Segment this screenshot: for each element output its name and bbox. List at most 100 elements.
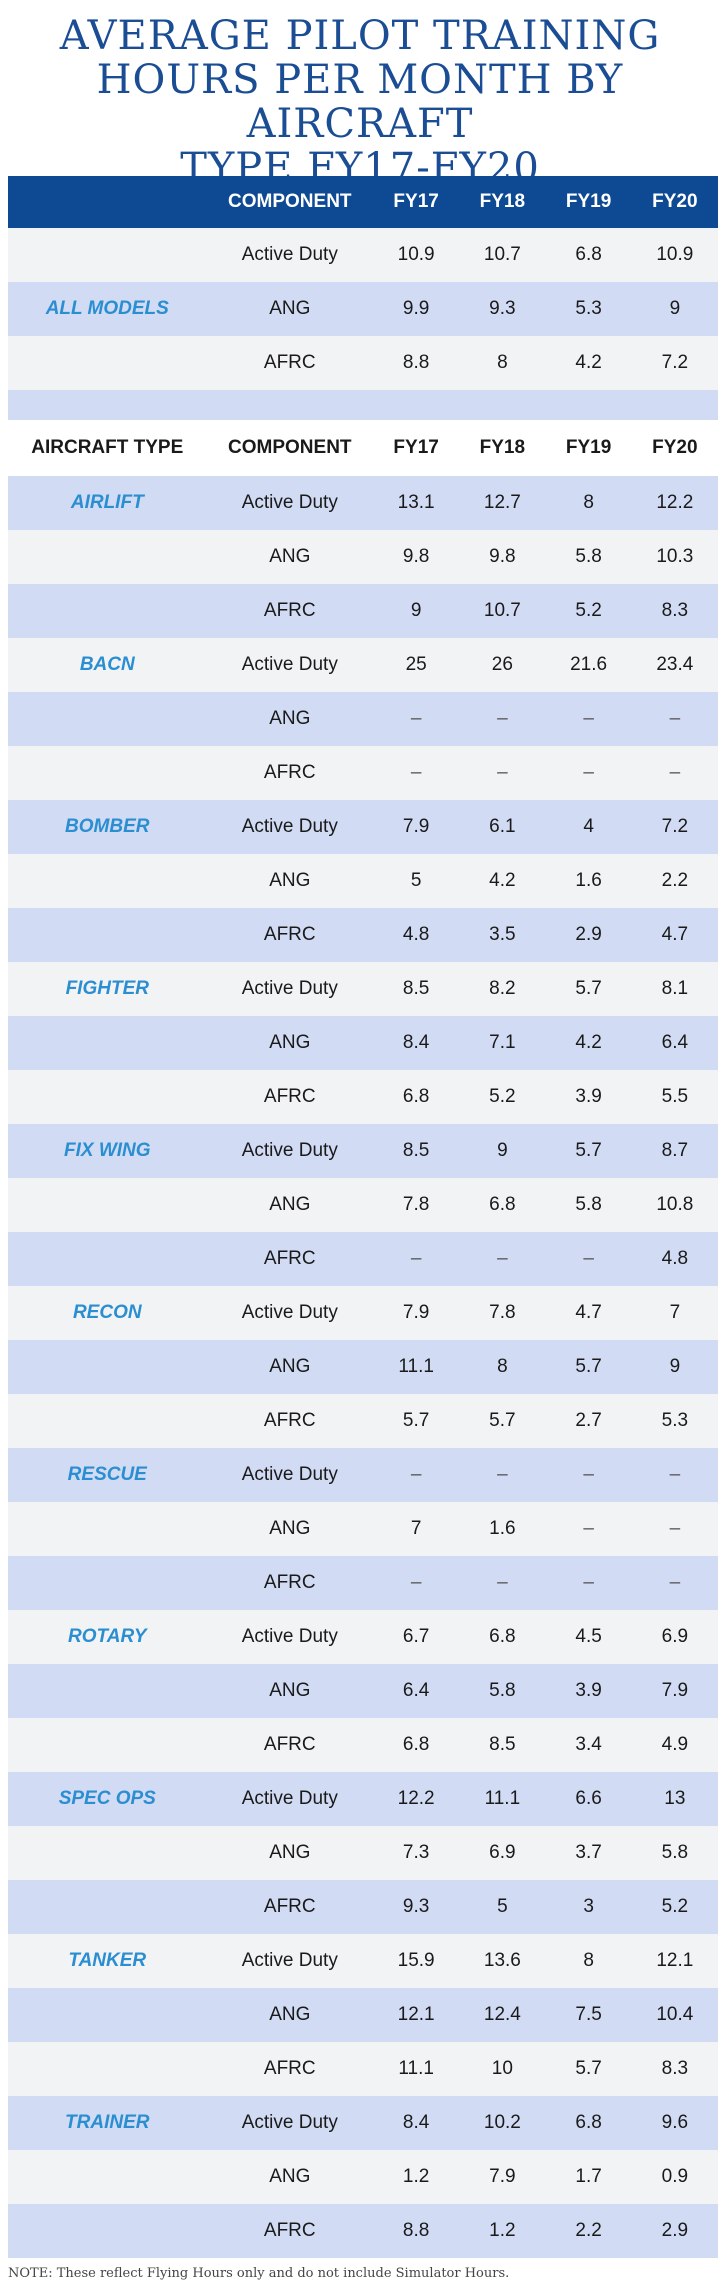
value-cell-fy20: 12.1 [631,1934,718,1988]
value-cell-fy20: 5.5 [631,1070,718,1124]
value-cell-fy19: 2.2 [545,2204,632,2258]
component-cell: Active Duty [206,1448,374,1502]
value-cell-fy17: 8.8 [373,2204,460,2258]
component-cell: ANG [206,1826,374,1880]
aircraft-type-cell [8,1556,207,1610]
component-cell: AFRC [206,584,374,638]
component-cell: ANG [206,1178,374,1232]
component-cell: AFRC [206,336,374,390]
value-cell-fy18: 10.7 [459,584,546,638]
value-cell-fy20: 7.2 [631,336,718,390]
value-cell-fy18: 1.6 [459,1502,546,1556]
value-cell-fy20: 7.2 [631,800,718,854]
value-cell-fy19: 4.7 [545,1286,632,1340]
aircraft-type-cell [8,228,207,282]
value-cell-fy18: – [459,1448,546,1502]
value-cell-fy18: – [459,1232,546,1286]
detail-row: ANG – – – – [8,692,718,746]
value-cell-fy19: 3.4 [545,1718,632,1772]
value-cell-fy19: 6.8 [545,2096,632,2150]
component-cell: Active Duty [206,1772,374,1826]
value-cell-fy17: 6.8 [373,1718,460,1772]
value-cell-fy19: 6.8 [545,228,632,282]
component-cell: AFRC [206,1718,374,1772]
value-cell-fy17: 7 [373,1502,460,1556]
value-cell-fy18: 8 [459,1340,546,1394]
component-cell: Active Duty [206,476,374,530]
aircraft-type-cell [8,584,207,638]
component-cell: Active Duty [206,2096,374,2150]
value-cell-fy20: 2.9 [631,2204,718,2258]
value-cell-fy19: – [545,746,632,800]
aircraft-type-cell [8,1718,207,1772]
value-cell-fy17: 6.8 [373,1070,460,1124]
value-cell-fy18: 10.7 [459,228,546,282]
value-cell-fy18: 7.9 [459,2150,546,2204]
detail-row: AFRC 4.8 3.5 2.9 4.7 [8,908,718,962]
value-cell-fy18: 5 [459,1880,546,1934]
detail-row: ANG 9.8 9.8 5.8 10.3 [8,530,718,584]
value-cell-fy19: 2.7 [545,1394,632,1448]
header-cell-component: COMPONENT [206,176,374,228]
value-cell-fy17: – [373,692,460,746]
value-cell-fy17: 9.9 [373,282,460,336]
value-cell-fy19: – [545,1448,632,1502]
value-cell-fy20: 6.9 [631,1610,718,1664]
detail-header-cell-fy17: FY17 [373,420,460,476]
detail-row: ANG 1.2 7.9 1.7 0.9 [8,2150,718,2204]
value-cell-fy19: 4.2 [545,336,632,390]
aircraft-type-cell [8,1988,207,2042]
aircraft-type-cell: FIGHTER [8,962,207,1016]
detail-row: AFRC 11.1 10 5.7 8.3 [8,2042,718,2096]
summary-row: AFRC 8.8 8 4.2 7.2 [8,336,718,390]
value-cell-fy20: – [631,1556,718,1610]
aircraft-type-cell [8,1502,207,1556]
value-cell-fy18: 13.6 [459,1934,546,1988]
value-cell-fy18: 10.2 [459,2096,546,2150]
value-cell-fy20: 10.8 [631,1178,718,1232]
detail-row: BACN Active Duty 25 26 21.6 23.4 [8,638,718,692]
detail-header-cell-component: COMPONENT [206,420,374,476]
value-cell-fy20: 10.3 [631,530,718,584]
detail-row: ANG 7.3 6.9 3.7 5.8 [8,1826,718,1880]
aircraft-type-cell [8,1178,207,1232]
value-cell-fy20: 23.4 [631,638,718,692]
value-cell-fy17: – [373,1232,460,1286]
value-cell-fy18: 6.9 [459,1826,546,1880]
summary-header-row: COMPONENT FY17 FY18 FY19 FY20 [8,176,718,228]
value-cell-fy17: 9 [373,584,460,638]
detail-row: ANG 5 4.2 1.6 2.2 [8,854,718,908]
aircraft-type-cell: TANKER [8,1934,207,1988]
header-cell-fy18: FY18 [459,176,546,228]
component-cell: AFRC [206,746,374,800]
detail-row: FIGHTER Active Duty 8.5 8.2 5.7 8.1 [8,962,718,1016]
value-cell-fy17: 8.5 [373,962,460,1016]
value-cell-fy20: 2.2 [631,854,718,908]
component-cell: Active Duty [206,228,374,282]
value-cell-fy17: 4.8 [373,908,460,962]
value-cell-fy18: 12.4 [459,1988,546,2042]
value-cell-fy17: 7.9 [373,800,460,854]
value-cell-fy18: 4.2 [459,854,546,908]
value-cell-fy17: 8.5 [373,1124,460,1178]
value-cell-fy18: 5.2 [459,1070,546,1124]
detail-header-cell-fy18: FY18 [459,420,546,476]
value-cell-fy17: 15.9 [373,1934,460,1988]
aircraft-type-cell [8,1016,207,1070]
value-cell-fy17: 12.1 [373,1988,460,2042]
table-body: Active Duty 10.9 10.7 6.8 10.9 ALL MODELS ANG 9… [8,228,718,2258]
value-cell-fy20: 8.1 [631,962,718,1016]
detail-row: BOMBER Active Duty 7.9 6.1 4 7.2 [8,800,718,854]
page-title: AVERAGE PILOT TRAINING HOURS PER MONTH B… [59,13,661,191]
detail-header-cell-type: AIRCRAFT TYPE [8,420,207,476]
aircraft-type-cell: RECON [8,1286,207,1340]
detail-header-row: AIRCRAFT TYPE COMPONENT FY17 FY18 FY19 FY20 [8,420,718,476]
value-cell-fy17: – [373,1556,460,1610]
value-cell-fy17: 5.7 [373,1394,460,1448]
value-cell-fy17: 12.2 [373,1772,460,1826]
aircraft-type-cell [8,530,207,584]
value-cell-fy17: – [373,1448,460,1502]
value-cell-fy19: 4 [545,800,632,854]
aircraft-type-cell [8,1880,207,1934]
footnote: NOTE: These reflect Flying Hours only an… [8,2266,510,2281]
